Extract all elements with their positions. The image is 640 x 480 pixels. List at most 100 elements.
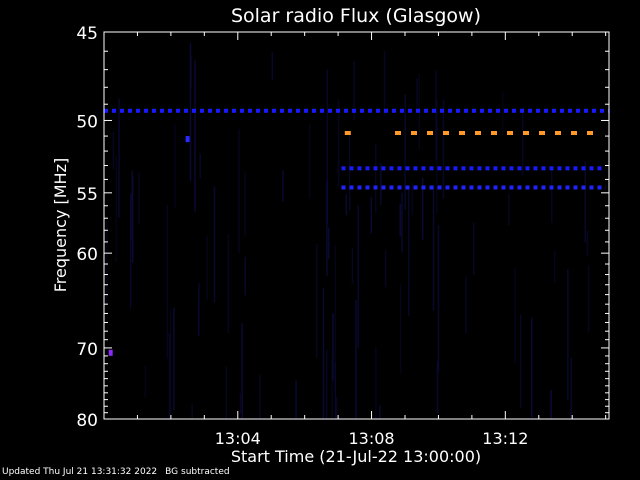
band-segment (472, 108, 476, 113)
band-segment (357, 166, 362, 171)
band-segment (104, 108, 108, 113)
band-segment (429, 185, 434, 190)
band-segment (424, 108, 428, 113)
noise-streak (404, 94, 406, 210)
noise-streak (551, 168, 553, 224)
band-segment (493, 185, 498, 190)
band-segment (427, 131, 433, 135)
noise-streak (198, 283, 200, 336)
noise-streak (144, 365, 147, 397)
band-segment (597, 166, 602, 171)
band-segment (477, 166, 482, 171)
footer: Updated Thu Jul 21 13:31:32 2022 BG subtr… (2, 467, 238, 477)
band-segment (352, 108, 356, 113)
band-segment (509, 166, 514, 171)
band-segment (581, 166, 586, 171)
band-segment (507, 131, 513, 135)
band-segment (144, 108, 148, 113)
band-segment (349, 185, 354, 190)
noise-streak (173, 307, 175, 411)
band-segment (288, 108, 292, 113)
band-layer (104, 108, 609, 356)
noise-streak (379, 405, 381, 419)
noise-streak (355, 299, 357, 419)
noise-streak (587, 265, 590, 333)
noise-streak (554, 250, 556, 283)
band-segment (400, 108, 404, 113)
band-segment (408, 108, 412, 113)
band-segment (512, 108, 516, 113)
band-segment (304, 108, 308, 113)
band-segment (373, 185, 378, 190)
noise-streak (199, 153, 201, 178)
band-segment (469, 185, 474, 190)
band-segment (128, 108, 132, 113)
band-segment (437, 166, 442, 171)
band-segment (477, 185, 482, 190)
noise-streak (384, 250, 387, 288)
band-segment (336, 108, 340, 113)
band-segment (280, 108, 284, 113)
band-segment (208, 108, 212, 113)
y-axis: 45 50 55 60 70 80 (76, 24, 609, 431)
updated-timestamp: Updated Thu Jul 21 13:31:32 2022 (2, 467, 158, 477)
noise-streak (508, 193, 510, 226)
band-segment (344, 131, 351, 135)
noise-streak (325, 349, 328, 419)
noise-streak (189, 43, 192, 181)
band-segment (341, 185, 346, 190)
noise-streak (550, 389, 552, 419)
noise-streak (345, 194, 347, 216)
noise-streak (357, 204, 360, 349)
band-segment (160, 108, 164, 113)
band-segment (389, 185, 394, 190)
band-segment (584, 108, 588, 113)
band-segment (488, 108, 492, 113)
noise-streak (353, 61, 355, 121)
noise-streak (118, 98, 120, 218)
band-segment (571, 131, 577, 135)
band-segment (461, 166, 466, 171)
noise-streak (322, 288, 325, 419)
noise-streak (244, 171, 246, 237)
noise-streak (191, 403, 193, 419)
noise-streak (239, 393, 242, 414)
band-segment (597, 185, 602, 190)
band-segment (475, 131, 481, 135)
noise-streak (334, 362, 337, 419)
band-segment (152, 108, 156, 113)
noise-streak (332, 313, 334, 381)
band-segment (517, 185, 522, 190)
band-segment (539, 131, 545, 135)
y-tick-label: 60 (76, 245, 98, 265)
band-segment (395, 131, 401, 135)
noise-streak (190, 55, 192, 88)
noise-streak (238, 128, 240, 253)
band-segment (536, 108, 540, 113)
noise-streak (348, 134, 351, 211)
band-segment (389, 166, 394, 171)
band-segment (224, 108, 228, 113)
noise-streak (567, 269, 569, 400)
band-segment (392, 108, 396, 113)
noise-streak (316, 244, 318, 359)
noise-streak (435, 70, 437, 160)
band-segment (192, 108, 196, 113)
band-segment (120, 108, 124, 113)
band-segment (365, 185, 370, 190)
band-segment (240, 108, 244, 113)
noise-streak (131, 171, 133, 240)
noise-streak (271, 52, 274, 81)
noise-streak (584, 161, 586, 243)
band-segment (464, 108, 468, 113)
noise-streak (129, 193, 132, 309)
band-segment (456, 108, 460, 113)
noise-streak (194, 60, 196, 212)
band-segment (381, 185, 386, 190)
noise-streak (465, 276, 467, 335)
band-segment (517, 166, 522, 171)
noise-streak (436, 361, 439, 414)
band-segment (437, 185, 442, 190)
